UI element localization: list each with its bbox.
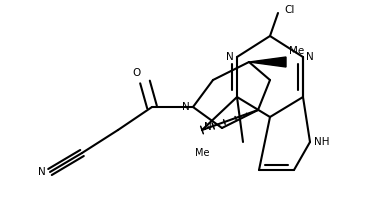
Text: NH: NH xyxy=(314,137,329,147)
Text: N: N xyxy=(226,52,234,62)
Text: Me: Me xyxy=(195,148,209,158)
Text: N: N xyxy=(204,122,212,132)
Text: N: N xyxy=(182,102,190,112)
Text: N: N xyxy=(38,167,46,177)
Text: Cl: Cl xyxy=(284,5,294,15)
Text: Me: Me xyxy=(289,46,304,56)
Text: N: N xyxy=(306,52,314,62)
Polygon shape xyxy=(249,57,286,67)
Text: O: O xyxy=(133,68,141,78)
